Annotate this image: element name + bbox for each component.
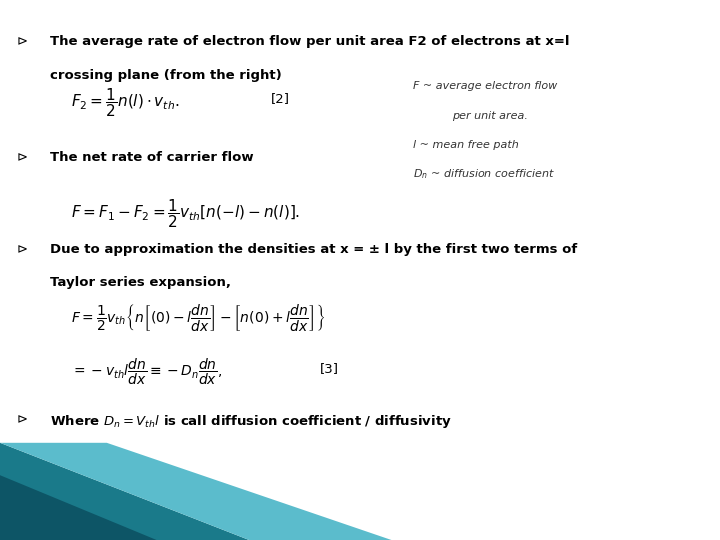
Text: Where $D_n = V_{th}l$ is call diffusion coefficient / diffusivity: Where $D_n = V_{th}l$ is call diffusion … bbox=[50, 413, 451, 430]
Text: The average rate of electron flow per unit area F2 of electrons at x=l: The average rate of electron flow per un… bbox=[50, 35, 570, 48]
Text: [3]: [3] bbox=[320, 362, 339, 375]
Text: [2]: [2] bbox=[271, 92, 289, 105]
Text: crossing plane (from the right): crossing plane (from the right) bbox=[50, 69, 282, 82]
Text: $\vartriangleright$: $\vartriangleright$ bbox=[14, 243, 29, 256]
Text: Due to approximation the densities at x = ± l by the first two terms of: Due to approximation the densities at x … bbox=[50, 243, 577, 256]
Text: $\vartriangleright$: $\vartriangleright$ bbox=[14, 413, 29, 426]
Polygon shape bbox=[0, 443, 249, 540]
Text: $D_n$ ~ diffusion coefficient: $D_n$ ~ diffusion coefficient bbox=[413, 167, 555, 181]
Text: The net rate of carrier flow: The net rate of carrier flow bbox=[50, 151, 253, 164]
Text: $F = \dfrac{1}{2} v_{th} \left\{ n\left[(0) - l\dfrac{dn}{dx}\right] - \left[n(0: $F = \dfrac{1}{2} v_{th} \left\{ n\left[… bbox=[71, 302, 325, 333]
Text: $= -v_{th} l \dfrac{dn}{dx} \equiv -D_n \dfrac{dn}{dx},$: $= -v_{th} l \dfrac{dn}{dx} \equiv -D_n … bbox=[71, 356, 222, 387]
Text: l ~ mean free path: l ~ mean free path bbox=[413, 140, 518, 151]
Text: $\vartriangleright$: $\vartriangleright$ bbox=[14, 35, 29, 48]
Text: F ~ average electron flow: F ~ average electron flow bbox=[413, 81, 557, 91]
Text: $F_2 = \dfrac{1}{2} n(l) \cdot v_{th}.$: $F_2 = \dfrac{1}{2} n(l) \cdot v_{th}.$ bbox=[71, 86, 180, 119]
Text: $F = F_1 - F_2 = \dfrac{1}{2} v_{th} [n(-l) - n(l)].$: $F = F_1 - F_2 = \dfrac{1}{2} v_{th} [n(… bbox=[71, 197, 300, 230]
Text: $\vartriangleright$: $\vartriangleright$ bbox=[14, 151, 29, 164]
Polygon shape bbox=[0, 443, 392, 540]
Text: per unit area.: per unit area. bbox=[452, 111, 528, 121]
Text: Taylor series expansion,: Taylor series expansion, bbox=[50, 276, 231, 289]
Polygon shape bbox=[0, 475, 156, 540]
